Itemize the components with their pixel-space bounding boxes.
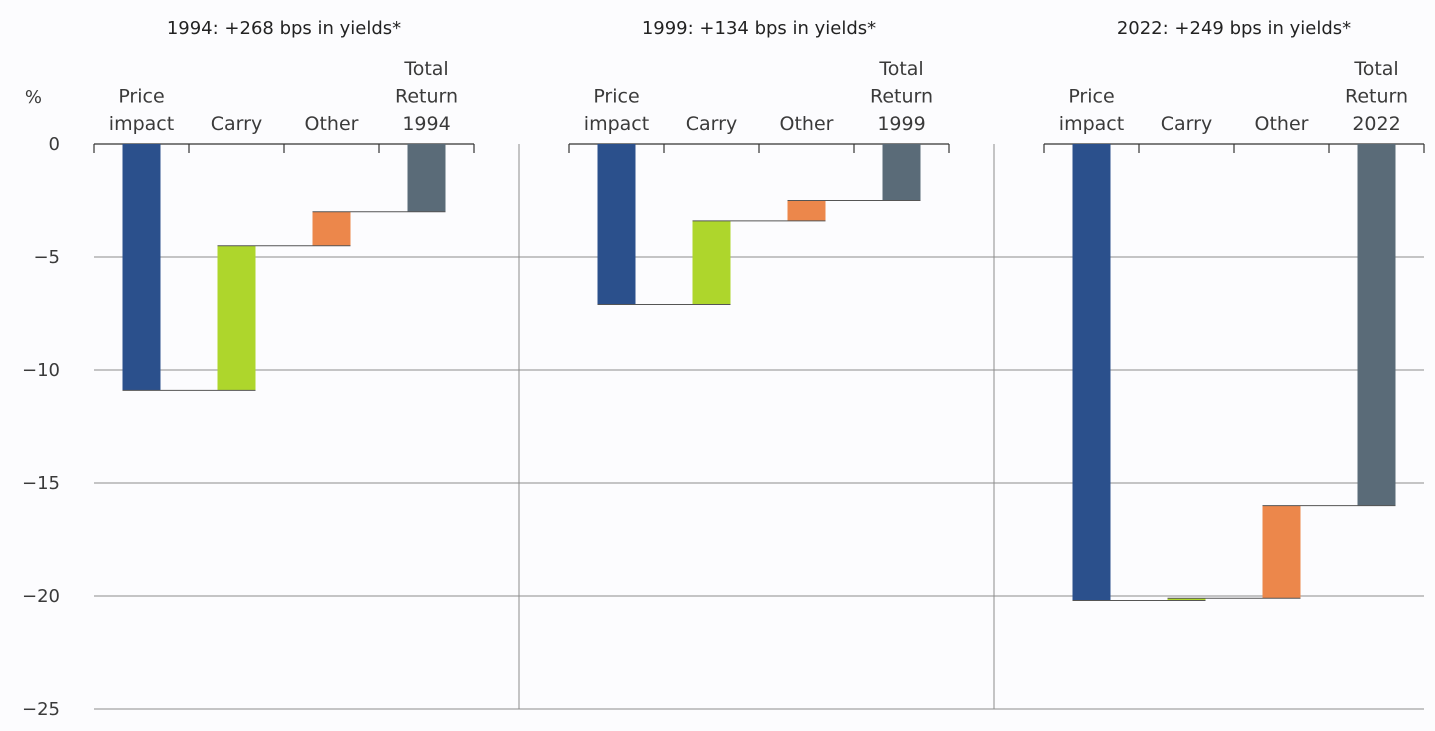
y-tick-label: 0 — [49, 134, 60, 155]
bar-other — [312, 211, 351, 246]
category-label: 2022 — [1352, 113, 1400, 135]
bar-other — [787, 200, 826, 221]
category-label: Price — [1068, 86, 1114, 108]
category-label: Carry — [211, 113, 262, 135]
y-tick-label: −20 — [22, 586, 60, 607]
bar-price-impact — [122, 144, 161, 391]
bar-total — [407, 144, 446, 212]
category-label: Total — [878, 58, 923, 80]
panel-title: 2022: +249 bps in yields* — [1117, 18, 1351, 39]
category-label: impact — [584, 113, 649, 135]
category-label: Carry — [686, 113, 737, 135]
panel-title: 1994: +268 bps in yields* — [167, 18, 401, 39]
category-label: Other — [305, 113, 359, 135]
bar-carry — [217, 245, 256, 391]
bar-price-impact — [597, 144, 636, 305]
bar-total — [1357, 144, 1396, 506]
bar-other — [1262, 505, 1301, 599]
y-axis-unit: % — [25, 87, 42, 108]
y-tick-label: −10 — [22, 360, 60, 381]
category-label: Return — [1345, 86, 1408, 108]
category-label: Total — [403, 58, 448, 80]
y-tick-label: −5 — [33, 247, 60, 268]
category-label: impact — [1059, 113, 1124, 135]
category-label: Other — [1255, 113, 1309, 135]
category-label: impact — [109, 113, 174, 135]
bar-carry — [692, 220, 731, 305]
bar-carry — [1167, 598, 1206, 601]
category-label: Return — [870, 86, 933, 108]
category-label: 1999 — [877, 113, 925, 135]
category-label: Price — [118, 86, 164, 108]
bar-total — [882, 144, 921, 201]
category-label: Price — [593, 86, 639, 108]
bar-price-impact — [1072, 144, 1111, 601]
y-tick-label: −25 — [22, 699, 60, 720]
category-label: Carry — [1161, 113, 1212, 135]
category-label: Total — [1353, 58, 1398, 80]
category-label: 1994 — [402, 113, 450, 135]
category-label: Return — [395, 86, 458, 108]
category-label: Other — [780, 113, 834, 135]
y-tick-label: −15 — [22, 473, 60, 494]
panel-title: 1999: +134 bps in yields* — [642, 18, 876, 39]
